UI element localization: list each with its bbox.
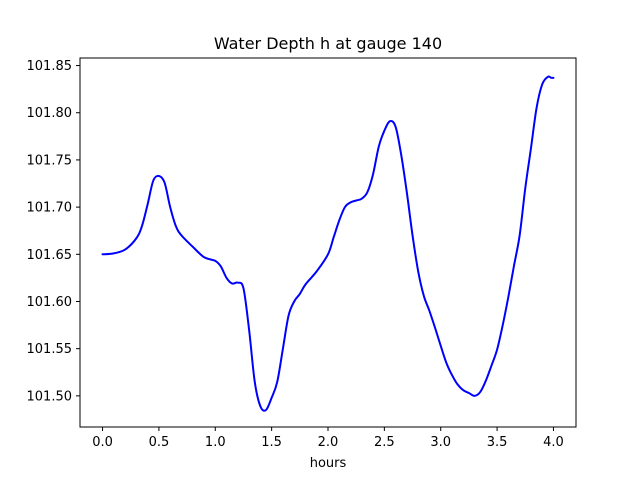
y-tick-label: 101.85: [27, 59, 73, 74]
x-tick-label: 4.0: [543, 435, 564, 450]
y-tick-label: 101.80: [27, 106, 73, 121]
x-axis: 0.0 0.5 1.0 1.5 2.0 2.5 3.0 3.5 4.0: [92, 427, 564, 450]
y-tick-label: 101.60: [27, 295, 73, 310]
y-tick-label: 101.55: [27, 342, 73, 357]
x-tick-label: 2.0: [318, 435, 339, 450]
series-line: [101, 75, 555, 412]
chart-title: Water Depth h at gauge 140: [214, 34, 442, 53]
y-axis: 101.50 101.55 101.60 101.65 101.70 101.75 101.…: [27, 59, 80, 404]
x-tick-label: 1.5: [261, 435, 282, 450]
x-tick-label: 0.5: [149, 435, 170, 450]
x-tick-label: 3.0: [430, 435, 451, 450]
y-tick-label: 101.70: [27, 201, 73, 216]
x-tick-label: 0.0: [92, 435, 113, 450]
y-tick-label: 101.65: [27, 248, 73, 263]
y-tick-label: 101.75: [27, 153, 73, 168]
x-tick-label: 2.5: [374, 435, 395, 450]
y-tick-label: 101.50: [27, 389, 73, 404]
x-tick-label: 1.0: [205, 435, 226, 450]
x-axis-label: hours: [310, 456, 347, 471]
x-tick-label: 3.5: [487, 435, 508, 450]
